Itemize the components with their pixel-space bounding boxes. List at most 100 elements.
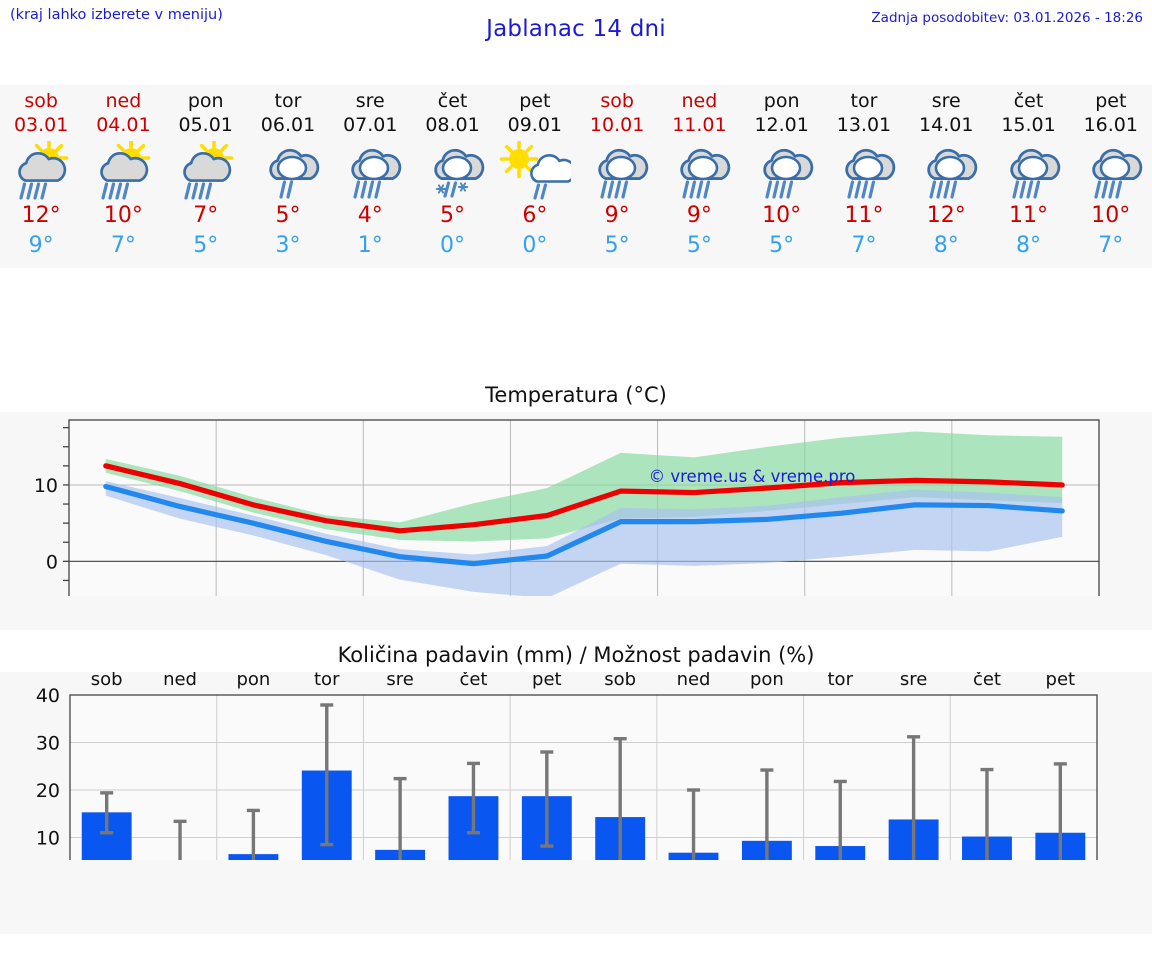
- svg-text:pon: pon: [750, 669, 784, 690]
- svg-text:pet: pet: [532, 669, 562, 690]
- sun-cloud-rain-icon: [5, 141, 77, 201]
- low-temperature: 5°: [193, 233, 219, 258]
- day-column[interactable]: sob 03.01 12° 9°: [0, 85, 82, 268]
- high-temperature: 9°: [686, 203, 712, 228]
- low-temperature: 1°: [357, 233, 383, 258]
- svg-text:sre: sre: [900, 669, 927, 690]
- temperature-chart-panel: Temperatura (°C) 0 10 © vreme.us & vreme.p…: [0, 378, 1152, 630]
- day-column[interactable]: pon 12.01 10° 5°: [741, 85, 823, 268]
- cloud-rain-icon: [828, 141, 900, 201]
- low-temperature: 7°: [110, 233, 136, 258]
- svg-text:10: 10: [34, 475, 58, 497]
- temperature-chart-title: Temperatura (°C): [0, 378, 1152, 412]
- low-temperature: 5°: [769, 233, 795, 258]
- high-temperature: 12°: [926, 203, 966, 228]
- svg-text:0: 0: [46, 551, 58, 573]
- low-temperature: 8°: [933, 233, 959, 258]
- low-temperature: 5°: [686, 233, 712, 258]
- day-column[interactable]: tor 13.01 11° 7°: [823, 85, 905, 268]
- high-temperature: 10°: [762, 203, 802, 228]
- day-column[interactable]: čet 08.01 5° 0°: [411, 85, 493, 268]
- day-date: 06.01: [260, 114, 316, 136]
- menu-hint-text: (kraj lahko izberete v meniju): [10, 7, 223, 23]
- low-temperature: 0°: [522, 233, 548, 258]
- day-date: 07.01: [343, 114, 398, 136]
- high-temperature: 5°: [275, 203, 301, 228]
- high-temperature: 9°: [604, 203, 630, 228]
- day-column[interactable]: tor 06.01 5° 3°: [247, 85, 329, 268]
- day-date: 09.01: [507, 114, 563, 136]
- svg-text:40: 40: [36, 685, 60, 707]
- day-column[interactable]: ned 04.01 10° 7°: [82, 85, 164, 268]
- day-name: ned: [105, 90, 142, 112]
- day-date: 12.01: [754, 114, 809, 136]
- low-temperature: 8°: [1016, 233, 1042, 258]
- cloud-rain-icon: [1075, 141, 1147, 201]
- cloud-light-rain-icon: [252, 141, 324, 201]
- precipitation-chart-title: Količina padavin (mm) / Možnost padavin …: [0, 638, 1152, 672]
- day-name: sre: [931, 90, 961, 112]
- low-temperature: 9°: [28, 233, 54, 258]
- day-name: pon: [763, 90, 800, 112]
- high-temperature: 11°: [1009, 203, 1049, 228]
- svg-text:pon: pon: [236, 669, 270, 690]
- low-temperature: 7°: [1098, 233, 1124, 258]
- high-temperature: 6°: [522, 203, 548, 228]
- day-date: 13.01: [836, 114, 892, 136]
- svg-text:tor: tor: [314, 669, 340, 690]
- low-temperature: 3°: [275, 233, 301, 258]
- svg-text:10: 10: [36, 828, 60, 850]
- day-column[interactable]: sob 10.01 9° 5°: [576, 85, 658, 268]
- day-name: tor: [274, 90, 302, 112]
- high-temperature: 4°: [357, 203, 383, 228]
- day-name: pet: [1095, 90, 1127, 112]
- cloud-rain-icon: [663, 141, 735, 201]
- day-name: sre: [355, 90, 385, 112]
- day-column[interactable]: pon 05.01 7° 5°: [165, 85, 247, 268]
- high-temperature: 10°: [103, 203, 143, 228]
- page-title: Jablanac 14 dni: [486, 16, 666, 42]
- sun-cloud-rain-icon: [87, 141, 159, 201]
- day-date: 10.01: [589, 114, 645, 136]
- day-date: 11.01: [672, 114, 727, 136]
- svg-text:tor: tor: [828, 669, 854, 690]
- day-column[interactable]: sre 14.01 12° 8°: [905, 85, 987, 268]
- cloud-rain-icon: [746, 141, 818, 201]
- cloud-sleet-icon: [417, 141, 489, 201]
- day-name: pet: [519, 90, 551, 112]
- day-column[interactable]: pet 09.01 6° 0°: [494, 85, 576, 268]
- last-updated-text: Zadnja posodobitev: 03.01.2026 - 18:26: [871, 10, 1143, 26]
- day-date: 08.01: [425, 114, 480, 136]
- day-date: 04.01: [96, 114, 151, 136]
- svg-text:sob: sob: [604, 669, 636, 690]
- day-column[interactable]: sre 07.01 4° 1°: [329, 85, 411, 268]
- svg-text:čet: čet: [973, 669, 1001, 690]
- day-column[interactable]: čet 15.01 11° 8°: [987, 85, 1069, 268]
- svg-text:sob: sob: [91, 669, 123, 690]
- high-temperature: 12°: [21, 203, 61, 228]
- high-temperature: 10°: [1091, 203, 1131, 228]
- svg-text:30: 30: [36, 733, 60, 755]
- sun-cloud-rain-icon: [170, 141, 242, 201]
- day-date: 15.01: [1001, 114, 1056, 136]
- cloud-rain-icon: [910, 141, 982, 201]
- svg-text:ned: ned: [677, 669, 711, 690]
- svg-text:sre: sre: [386, 669, 413, 690]
- temperature-chart: 0 10 © vreme.us & vreme.pro: [34, 419, 1100, 596]
- day-name: ned: [681, 90, 718, 112]
- precipitation-chart: sob ned pon tor sre čet pet sob ned pon tor sre čet p…: [36, 669, 1098, 860]
- high-temperature: 7°: [193, 203, 219, 228]
- day-date: 03.01: [13, 114, 69, 136]
- svg-text:© vreme.us & vreme.pro: © vreme.us & vreme.pro: [649, 467, 856, 486]
- day-column[interactable]: pet 16.01 10° 7°: [1070, 85, 1152, 268]
- day-name: sob: [24, 90, 58, 112]
- svg-text:20: 20: [36, 780, 60, 802]
- high-temperature: 11°: [844, 203, 884, 228]
- day-date: 14.01: [919, 114, 974, 136]
- low-temperature: 7°: [851, 233, 877, 258]
- day-column[interactable]: ned 11.01 9° 5°: [658, 85, 740, 268]
- day-name: pon: [187, 90, 224, 112]
- day-date: 16.01: [1083, 114, 1138, 136]
- day-date: 05.01: [178, 114, 233, 136]
